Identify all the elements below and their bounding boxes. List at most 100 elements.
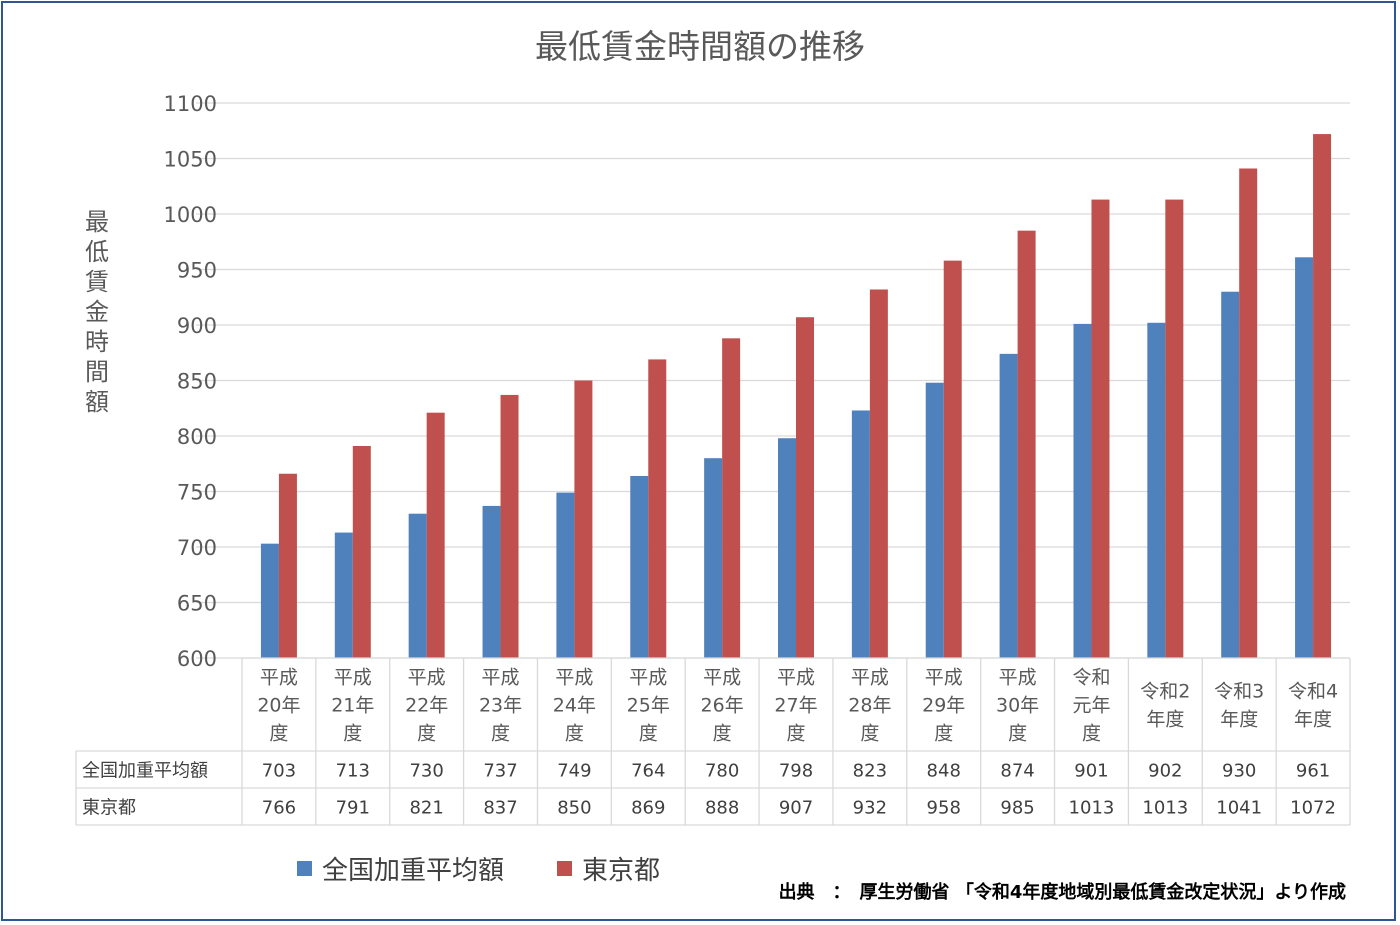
- x-tick-label: 平成 27年度: [774, 667, 817, 745]
- table-cell: 874: [1000, 761, 1034, 782]
- bar-national: [334, 532, 353, 658]
- table-cell: 737: [483, 761, 517, 782]
- table-cell: 961: [1296, 761, 1330, 782]
- table-cell: 730: [409, 761, 443, 782]
- bar-national: [851, 410, 870, 658]
- bar-tokyo: [1239, 168, 1258, 659]
- table-cell: 749: [557, 761, 591, 782]
- table-cell: 932: [853, 798, 887, 819]
- y-tick-label: 750: [177, 481, 217, 505]
- y-tick-label: 1100: [164, 92, 217, 116]
- table-cell: 764: [631, 761, 665, 782]
- x-tick-label: 平成 23年度: [479, 667, 522, 745]
- x-tick-label: 平成 21年度: [331, 667, 374, 745]
- bar-tokyo: [500, 394, 519, 658]
- bar-national: [704, 458, 723, 658]
- bar-tokyo: [1017, 230, 1036, 658]
- table-cell: 837: [483, 798, 517, 819]
- y-tick-label: 850: [177, 370, 217, 394]
- bar-national: [1221, 291, 1240, 658]
- bar-tokyo: [1091, 199, 1110, 658]
- bar-tokyo: [796, 317, 814, 658]
- table-row-label: 全国加重平均額: [82, 761, 208, 782]
- bar-tokyo: [1313, 134, 1332, 658]
- bar-national: [1147, 322, 1166, 658]
- legend-label: 東京都: [582, 856, 660, 886]
- x-tick-label: 平成 22年度: [405, 667, 448, 745]
- chart-title: 最低賃金時間額の推移: [535, 27, 865, 66]
- y-tick-label: 1050: [164, 148, 217, 172]
- table-cell: 907: [779, 798, 813, 819]
- x-tick-label: 令和3 年度: [1214, 681, 1264, 731]
- legend: 全国加重平均額 東京都: [297, 856, 660, 886]
- bar-national: [999, 353, 1018, 658]
- table-cell: 1013: [1069, 798, 1115, 819]
- y-tick-label: 950: [177, 259, 217, 283]
- x-tick-label: 平成 20年度: [257, 667, 300, 745]
- table-cell: 766: [262, 798, 296, 819]
- y-tick-label: 1000: [164, 203, 217, 227]
- y-tick-label: 900: [177, 314, 217, 338]
- table-cell: 958: [927, 798, 961, 819]
- table-cell: 985: [1000, 798, 1034, 819]
- table-cell: 848: [927, 761, 961, 782]
- table-cell: 888: [705, 798, 739, 819]
- x-tick-label: 令和2 年度: [1140, 681, 1190, 731]
- bar-tokyo: [943, 260, 962, 658]
- source-note: 出典 ： 厚生労働省 「令和4年度地域別最低賃金改定状況」より作成: [779, 881, 1346, 903]
- bar-national: [260, 543, 279, 658]
- table-row-label: 東京都: [82, 798, 136, 819]
- bar-national: [925, 382, 944, 658]
- y-axis-tick-labels: 600 650 700 750 800 850 900 950 1000 1050 1100: [164, 92, 217, 671]
- bar-national: [630, 475, 649, 658]
- legend-swatch: [297, 861, 312, 876]
- table-cell: 791: [336, 798, 370, 819]
- x-tick-label: 平成 28年度: [848, 667, 891, 745]
- table-cell: 1072: [1290, 798, 1336, 819]
- legend-label: 全国加重平均額: [322, 856, 504, 886]
- bar-tokyo: [574, 380, 593, 658]
- bar-tokyo: [426, 412, 445, 658]
- x-tick-label: 令和元年度: [1072, 667, 1110, 745]
- table-cell: 823: [853, 761, 887, 782]
- table-cell: 713: [336, 761, 370, 782]
- bar-tokyo: [1165, 199, 1184, 658]
- table-cell: 901: [1074, 761, 1108, 782]
- table-cell: 850: [557, 798, 591, 819]
- x-tick-label: 平成 29年度: [922, 667, 965, 745]
- x-tick-label: 令和4 年度: [1288, 681, 1338, 731]
- bar-national: [1073, 323, 1092, 658]
- table-cell: 780: [705, 761, 739, 782]
- bar-national: [778, 438, 796, 658]
- bar-national: [408, 513, 427, 658]
- y-tick-label: 650: [177, 592, 217, 616]
- y-tick-label: 600: [177, 647, 217, 671]
- table-cell: 902: [1148, 761, 1182, 782]
- table-cell: 703: [262, 761, 296, 782]
- table-cell: 798: [779, 761, 813, 782]
- bar-national: [556, 492, 575, 658]
- x-tick-label: 平成 30年度: [996, 667, 1039, 745]
- y-tick-label: 700: [177, 536, 217, 560]
- bar-national: [482, 505, 501, 658]
- bar-tokyo: [278, 473, 297, 658]
- bar-tokyo: [869, 289, 888, 658]
- x-tick-label: 平成 26年度: [701, 667, 744, 745]
- x-tick-label: 平成 25年度: [627, 667, 670, 745]
- y-axis-label: 最低賃金時間額: [85, 208, 109, 416]
- table-cell: 1013: [1142, 798, 1188, 819]
- x-tick-label: 平成 24年度: [553, 667, 596, 745]
- bar-national: [1295, 257, 1314, 658]
- table-cell: 930: [1222, 761, 1256, 782]
- bar-tokyo: [352, 445, 371, 658]
- table-cell: 869: [631, 798, 665, 819]
- bar-tokyo: [722, 338, 741, 658]
- legend-swatch: [557, 861, 572, 876]
- table-cell: 1041: [1216, 798, 1262, 819]
- y-tick-label: 800: [177, 425, 217, 449]
- table-cell: 821: [409, 798, 443, 819]
- bars: [260, 134, 1332, 659]
- bar-tokyo: [648, 359, 667, 658]
